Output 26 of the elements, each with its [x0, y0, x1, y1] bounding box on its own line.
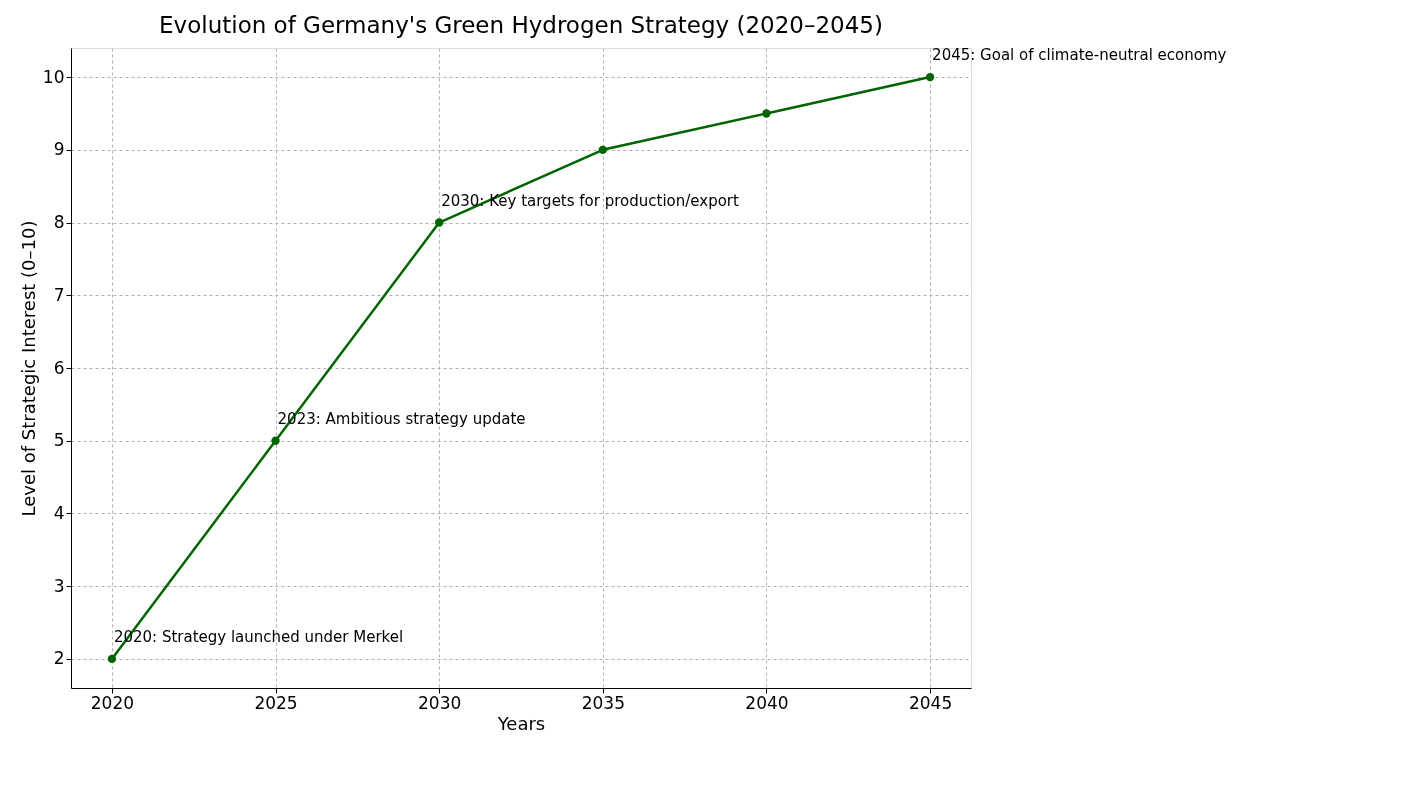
x-tick-label: 2045: [908, 692, 953, 713]
y-tick-label: 5: [53, 430, 65, 451]
y-tick-label: 3: [53, 575, 65, 596]
y-tick-label: 8: [53, 212, 65, 233]
point: [435, 218, 444, 227]
annotation: 2045: Goal of climate-neutral economy: [932, 46, 1227, 65]
x-tick-label: 2025: [254, 692, 298, 713]
y-tick-label: 2: [53, 648, 65, 669]
point: [925, 72, 935, 82]
y-tick-label: 4: [53, 502, 65, 523]
y-tick-label: 6: [53, 357, 65, 378]
annotation: 2030: Key targets for production/export: [441, 191, 740, 210]
point: [598, 145, 607, 154]
x-axis-title: Years: [496, 712, 546, 734]
y-tick-label: 7: [53, 284, 65, 305]
point: [107, 654, 117, 664]
y-axis-title: Level of Strategic Interest (0–10): [17, 220, 39, 517]
point: [762, 109, 771, 118]
y-tick-label: 9: [53, 139, 65, 160]
x-tick-label: 2030: [418, 692, 462, 713]
point: [271, 436, 280, 445]
x-tick-label: 2020: [90, 692, 135, 713]
x-tick-label: 2040: [745, 692, 789, 713]
x-tick-label: 2035: [581, 692, 625, 713]
chart-title: Evolution of Germany's Green Hydrogen Strategy (2020–2045): [159, 12, 883, 38]
y-tick-label: 10: [42, 66, 65, 87]
